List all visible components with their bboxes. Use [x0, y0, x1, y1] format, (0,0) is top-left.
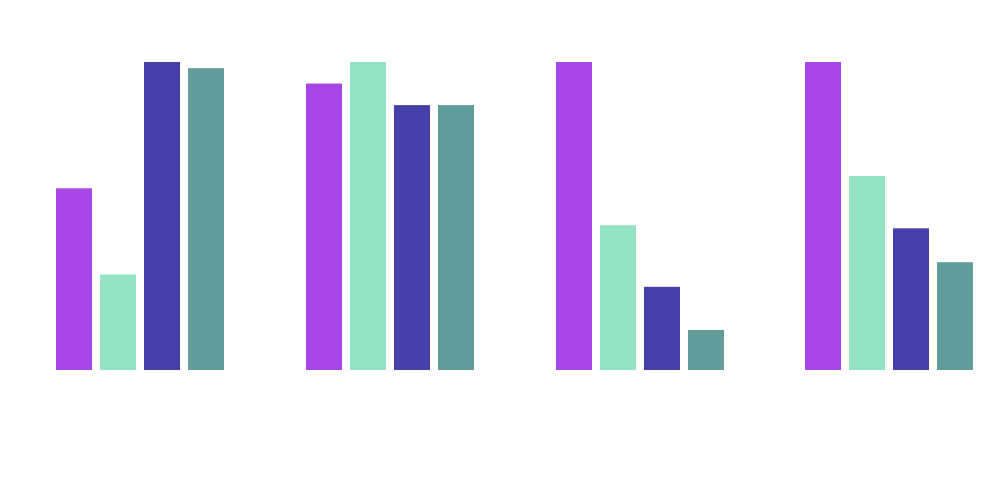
bar-group4-series2 [849, 175, 885, 370]
bar-group4-series3 [893, 228, 929, 370]
bar-group3-series4 [688, 329, 724, 370]
bar-group4-series1 [805, 62, 841, 370]
bars-layer [56, 62, 973, 371]
bar-group3-series1 [556, 62, 592, 370]
bar-group1-series1 [56, 188, 92, 370]
bar-group1-series2 [100, 274, 136, 370]
bar-group1-series3 [144, 62, 180, 370]
bar-group1-series4 [188, 68, 224, 370]
bar-group2-series3 [394, 105, 430, 371]
bar-group3-series2 [600, 225, 636, 370]
bar-group4-series4 [937, 262, 973, 370]
bar-group2-series1 [306, 83, 342, 370]
bar-group3-series3 [644, 286, 680, 370]
bar-group2-series4 [438, 105, 474, 371]
bar-group2-series2 [350, 62, 386, 370]
